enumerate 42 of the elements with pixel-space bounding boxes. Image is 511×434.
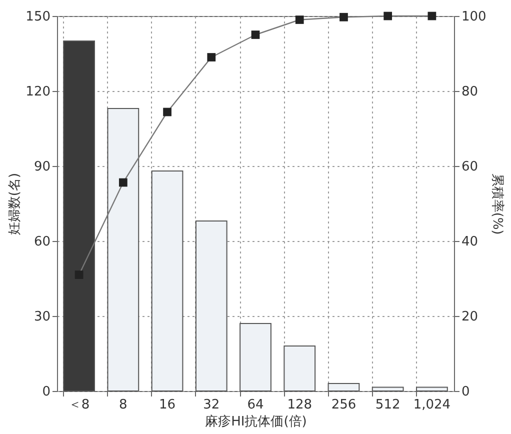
bar — [284, 346, 316, 392]
x-tick-label: 32 — [203, 398, 220, 412]
bar — [372, 386, 404, 392]
y-axis-title: 妊婦数(名) — [8, 172, 23, 236]
x-tick-label: 8 — [119, 398, 128, 412]
y2-tick-label: 20 — [462, 310, 478, 324]
point — [207, 53, 216, 62]
y-tick-label: 0 — [42, 384, 50, 400]
y-tick-label: 30 — [34, 310, 50, 324]
point — [295, 16, 304, 24]
x-tick-label: 512 — [375, 398, 400, 412]
bar — [151, 170, 184, 392]
bar — [107, 108, 140, 392]
bar — [63, 40, 95, 392]
x-tick-label: 256 — [331, 398, 356, 412]
bar — [416, 386, 448, 392]
y-tick-label: 60 — [34, 234, 50, 250]
y2-tick-label: 60 — [462, 160, 478, 174]
x-axis-title: 麻疹HI抗体価(倍) — [205, 414, 307, 430]
y2-tick-label: 100 — [462, 10, 486, 24]
point — [163, 108, 172, 116]
x-tick-label: 1,024 — [413, 398, 451, 412]
x-tick-label: 128 — [287, 398, 312, 412]
y2-tick-label: 40 — [462, 234, 478, 250]
y2-tick-label: 0 — [462, 384, 470, 400]
point — [74, 270, 84, 279]
bar — [195, 220, 228, 392]
point — [340, 12, 348, 22]
point — [428, 12, 436, 20]
bar — [240, 323, 272, 392]
y-tick-label: 120 — [26, 84, 50, 100]
x-tick-label: ＜8 — [68, 398, 90, 412]
point — [118, 178, 128, 187]
point — [384, 12, 392, 20]
x-tick-label: 16 — [159, 398, 176, 412]
y2-axis-title: 累積率(%) — [489, 173, 506, 235]
y-tick-label: 90 — [34, 160, 50, 174]
point — [251, 30, 260, 39]
bar — [328, 383, 360, 392]
y-tick-label: 150 — [26, 10, 50, 24]
x-tick-label: 64 — [247, 398, 264, 412]
y2-tick-label: 80 — [462, 84, 478, 100]
